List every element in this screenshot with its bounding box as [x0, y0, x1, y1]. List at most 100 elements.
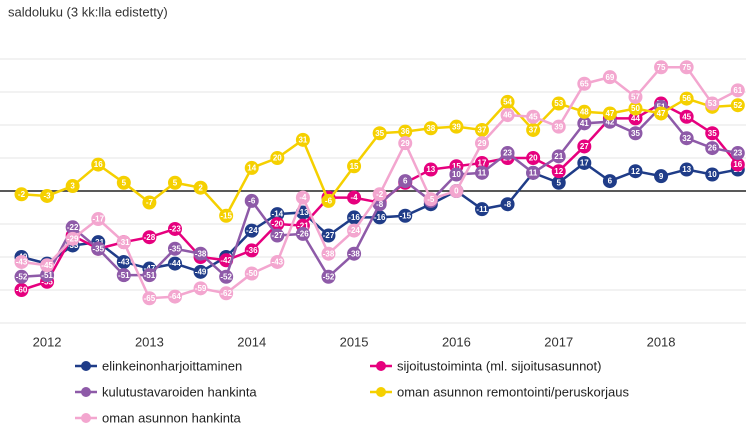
data-label: 11	[478, 168, 487, 177]
data-label: 41	[580, 119, 589, 128]
data-point	[730, 146, 745, 161]
series: -52 -51-22-35-51 -51-35-38-52-6-27 -26-52-3…	[14, 99, 745, 284]
data-point	[65, 231, 80, 246]
data-label: 6	[403, 177, 408, 186]
data-point	[91, 157, 106, 172]
data-label: -23	[169, 225, 181, 234]
data-point	[474, 155, 489, 170]
data-label: -4	[299, 193, 307, 202]
data-point	[372, 126, 387, 141]
data-point	[423, 121, 438, 136]
data-label: 39	[554, 122, 563, 131]
data-label: 35	[631, 129, 640, 138]
data-label: -51	[41, 271, 53, 280]
legend-swatch	[376, 361, 386, 371]
data-label: 44	[631, 114, 640, 123]
data-point	[474, 122, 489, 137]
data-label: -52	[323, 272, 335, 281]
data-point	[628, 89, 643, 104]
data-label: -11	[476, 205, 488, 214]
legend-swatch	[81, 361, 91, 371]
data-point	[705, 141, 720, 156]
data-label: -52	[16, 272, 28, 281]
data-label: 37	[478, 126, 487, 135]
data-point	[167, 241, 182, 256]
data-label: 6	[608, 177, 613, 186]
data-label: 53	[708, 99, 717, 108]
data-label: 35	[708, 129, 717, 138]
data-point	[551, 164, 566, 179]
data-label: 45	[529, 112, 538, 121]
data-point	[347, 159, 362, 174]
data-point	[193, 246, 208, 261]
x-tick-label: 2016	[442, 334, 471, 349]
data-point	[116, 175, 131, 190]
data-label: -42	[220, 256, 232, 265]
data-label: 61	[733, 86, 742, 95]
data-label: -7	[146, 198, 154, 207]
data-label: 10	[452, 170, 461, 179]
data-label: 23	[503, 149, 512, 158]
legend-label: oman asunnon hankinta	[102, 410, 242, 425]
data-label: 53	[554, 99, 563, 108]
data-point	[730, 157, 745, 172]
data-point	[602, 106, 617, 121]
data-point	[500, 108, 515, 123]
data-label: 31	[298, 135, 307, 144]
data-point	[219, 269, 234, 284]
data-point	[602, 70, 617, 85]
data-label: -4	[351, 193, 359, 202]
data-label: 65	[580, 79, 589, 88]
legend-swatch	[81, 387, 91, 397]
data-label: -27	[272, 231, 284, 240]
data-label: -26	[297, 230, 309, 239]
data-point	[577, 76, 592, 91]
data-point	[474, 165, 489, 180]
data-point	[372, 210, 387, 225]
data-point	[193, 264, 208, 279]
data-label: -21	[297, 221, 309, 230]
data-point	[91, 241, 106, 256]
data-label: 46	[503, 111, 512, 120]
data-label: 50	[631, 104, 640, 113]
data-label: -62	[220, 289, 232, 298]
chart-title: saldoluku (3 kk:lla edistetty)	[8, 4, 168, 19]
data-point	[500, 146, 515, 161]
data-label: -59	[195, 284, 207, 293]
data-point	[730, 83, 745, 98]
data-label: 13	[682, 165, 691, 174]
data-point	[321, 269, 336, 284]
data-label: -43	[118, 258, 130, 267]
data-point	[167, 256, 182, 271]
data-label: -51	[118, 271, 130, 280]
data-point	[551, 96, 566, 111]
data-label: 9	[659, 172, 664, 181]
data-label: -20	[272, 220, 284, 229]
data-label: -2	[18, 190, 26, 199]
data-point	[321, 193, 336, 208]
data-label: -8	[376, 200, 384, 209]
data-label: -43	[272, 258, 284, 267]
data-point	[321, 228, 336, 243]
data-label: 16	[733, 160, 742, 169]
data-point	[449, 167, 464, 182]
data-point	[730, 98, 745, 113]
data-label: -65	[144, 294, 156, 303]
data-label: -8	[504, 200, 512, 209]
data-label: -31	[118, 238, 130, 247]
legend-label: kulutustavaroiden hankinta	[102, 384, 257, 399]
data-point	[116, 235, 131, 250]
data-label: -60	[16, 286, 28, 295]
data-label: 21	[554, 152, 563, 161]
data-point	[577, 155, 592, 170]
data-label: -6	[248, 197, 256, 206]
data-label: 15	[452, 162, 461, 171]
data-label: 54	[503, 98, 512, 107]
data-label: 20	[529, 154, 538, 163]
data-point	[654, 169, 669, 184]
data-label: -45	[41, 261, 53, 270]
data-point	[321, 246, 336, 261]
data-label: 0	[454, 187, 459, 196]
